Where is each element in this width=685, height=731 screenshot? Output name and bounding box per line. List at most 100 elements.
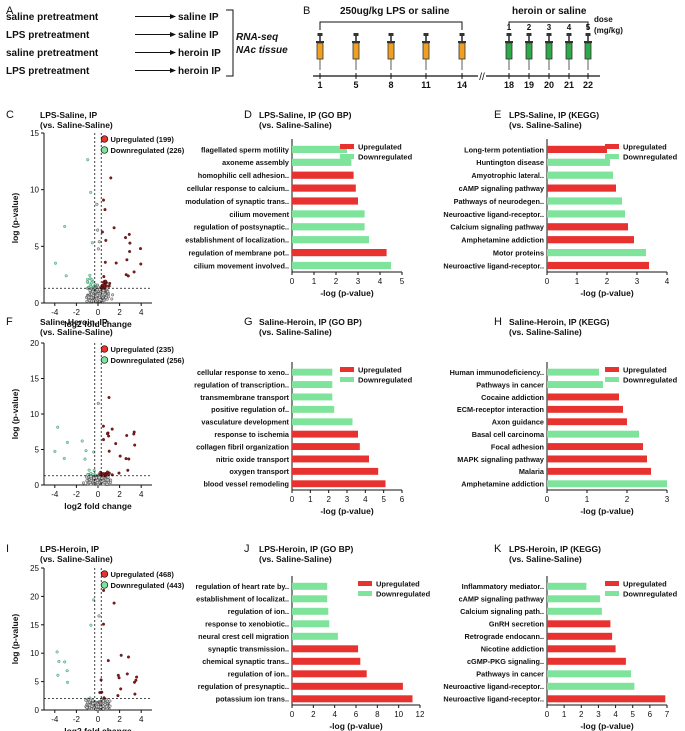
volcano-point (127, 457, 131, 461)
group-pretreatment-label: LPS pretreatment (6, 30, 90, 41)
chart-panel-g: G Saline-Heroin, IP (GO BP)(vs. Saline-Sa… (194, 316, 412, 516)
x-tick-label: 4 (139, 715, 144, 724)
bar (292, 393, 333, 401)
volcano-point (101, 699, 105, 703)
syringe-barrel (584, 42, 592, 60)
syringe-barrel (545, 42, 553, 60)
volcano-point (104, 279, 108, 283)
syringe-barrel (316, 42, 324, 60)
volcano-point (92, 598, 96, 602)
x-axis-label: -log (p-value) (580, 506, 634, 516)
volcano-point (86, 277, 90, 281)
volcano-point (105, 705, 109, 709)
nac-tissue-label: NAc tissue (236, 45, 288, 56)
syringe-plunger (459, 33, 465, 36)
volcano-point (105, 470, 109, 474)
bar (547, 632, 613, 640)
volcano-point (127, 232, 131, 236)
timeline-day-label: 20 (544, 80, 554, 90)
bar (547, 620, 611, 628)
x-tick-label: 2 (117, 715, 122, 724)
volcano-point (96, 401, 100, 405)
bar-label: Pathways in cancer (476, 670, 544, 679)
bar (292, 430, 358, 438)
syringe-flange (352, 41, 360, 43)
bar-label: Nicotine addiction (481, 645, 544, 654)
timeline-day-label: 14 (457, 80, 467, 90)
x-axis-label: -log (p-value) (320, 506, 374, 516)
x-tick-label: 1 (308, 495, 313, 504)
x-tick-label: 0 (96, 490, 101, 499)
syringe-icon (584, 33, 592, 70)
timeline-day-label: 22 (583, 80, 593, 90)
bar-label: blood vessel remodeling (203, 480, 289, 489)
bar-label: oxygen transport (229, 467, 289, 476)
volcano-points (55, 588, 139, 712)
volcano-point (84, 698, 88, 702)
x-tick-label: 2 (117, 308, 122, 317)
volcano-point (128, 249, 132, 253)
panel-letter-a: A (6, 5, 14, 17)
x-tick-label: 5 (400, 277, 405, 286)
volcano-point (98, 298, 102, 302)
chart-subtitle: (vs. Saline-Saline) (259, 554, 332, 564)
bar-label: regulation of transcription.. (194, 380, 289, 389)
volcano-point (125, 258, 129, 262)
bar (547, 393, 619, 401)
syringe-icon (525, 33, 533, 70)
syringe-plunger (423, 33, 429, 36)
bar-label: Motor proteins (493, 248, 544, 257)
legend-up-label: Upregulated (623, 580, 667, 589)
volcano-point (111, 293, 115, 297)
bar-label: collagen fibril organization (196, 442, 289, 451)
bar-label: synaptic transmission.. (208, 645, 289, 654)
volcano-point (89, 623, 93, 627)
volcano-point (87, 468, 91, 472)
bar (292, 620, 330, 628)
chart-subtitle: (vs. Saline-Saline) (509, 120, 582, 130)
legend-up-label: Upregulated (199) (110, 135, 174, 144)
chart-panel-d: D LPS-Saline, IP (GO BP)(vs. Saline-Salin… (185, 109, 412, 298)
bar-label: cAMP signaling pathway (459, 184, 545, 193)
x-tick-label: 2 (311, 710, 316, 719)
volcano-point (116, 694, 120, 698)
legend-up-swatch (340, 367, 354, 372)
volcano-point (139, 262, 143, 266)
chart-title: Saline-Heroin, IP (KEGG) (509, 317, 610, 327)
bar (547, 670, 631, 678)
bar (547, 467, 651, 475)
legend-down-swatch (340, 154, 354, 159)
volcano-point (92, 284, 96, 288)
volcano-point (88, 273, 92, 277)
bar (292, 657, 361, 665)
timeline-break: // (479, 72, 485, 83)
volcano-point (95, 288, 99, 292)
volcano-point (92, 476, 96, 480)
bar-label: establishment of localizat.. (196, 595, 289, 604)
bar-label: Axon guidance (492, 418, 544, 427)
bar (547, 682, 635, 690)
volcano-point (138, 247, 142, 251)
timeline-day-label: 8 (388, 80, 393, 90)
heroin-dose-label: 1 (507, 23, 512, 32)
bar (292, 467, 379, 475)
volcano-point (95, 202, 99, 206)
volcano-point (132, 680, 136, 684)
bar (547, 595, 601, 603)
legend-up-label: Upregulated (358, 366, 402, 375)
bar-label: neural crest cell migration (198, 632, 289, 641)
volcano-points (53, 396, 137, 487)
volcano-point (103, 260, 107, 264)
heroin-dose-label: 5 (586, 23, 591, 32)
syringe-plunger (506, 33, 512, 36)
legend-up-swatch (358, 581, 372, 586)
bar-label: Amphetamine addiction (461, 236, 544, 245)
legend-down-marker (100, 581, 109, 589)
volcano-point (119, 687, 123, 691)
volcano-point (64, 274, 68, 278)
x-tick-label: -2 (73, 715, 81, 724)
y-tick-label: 5 (35, 446, 40, 455)
volcano-point (133, 692, 137, 696)
volcano-point (133, 443, 137, 447)
bar-label: MAPK signaling pathway (457, 455, 545, 464)
